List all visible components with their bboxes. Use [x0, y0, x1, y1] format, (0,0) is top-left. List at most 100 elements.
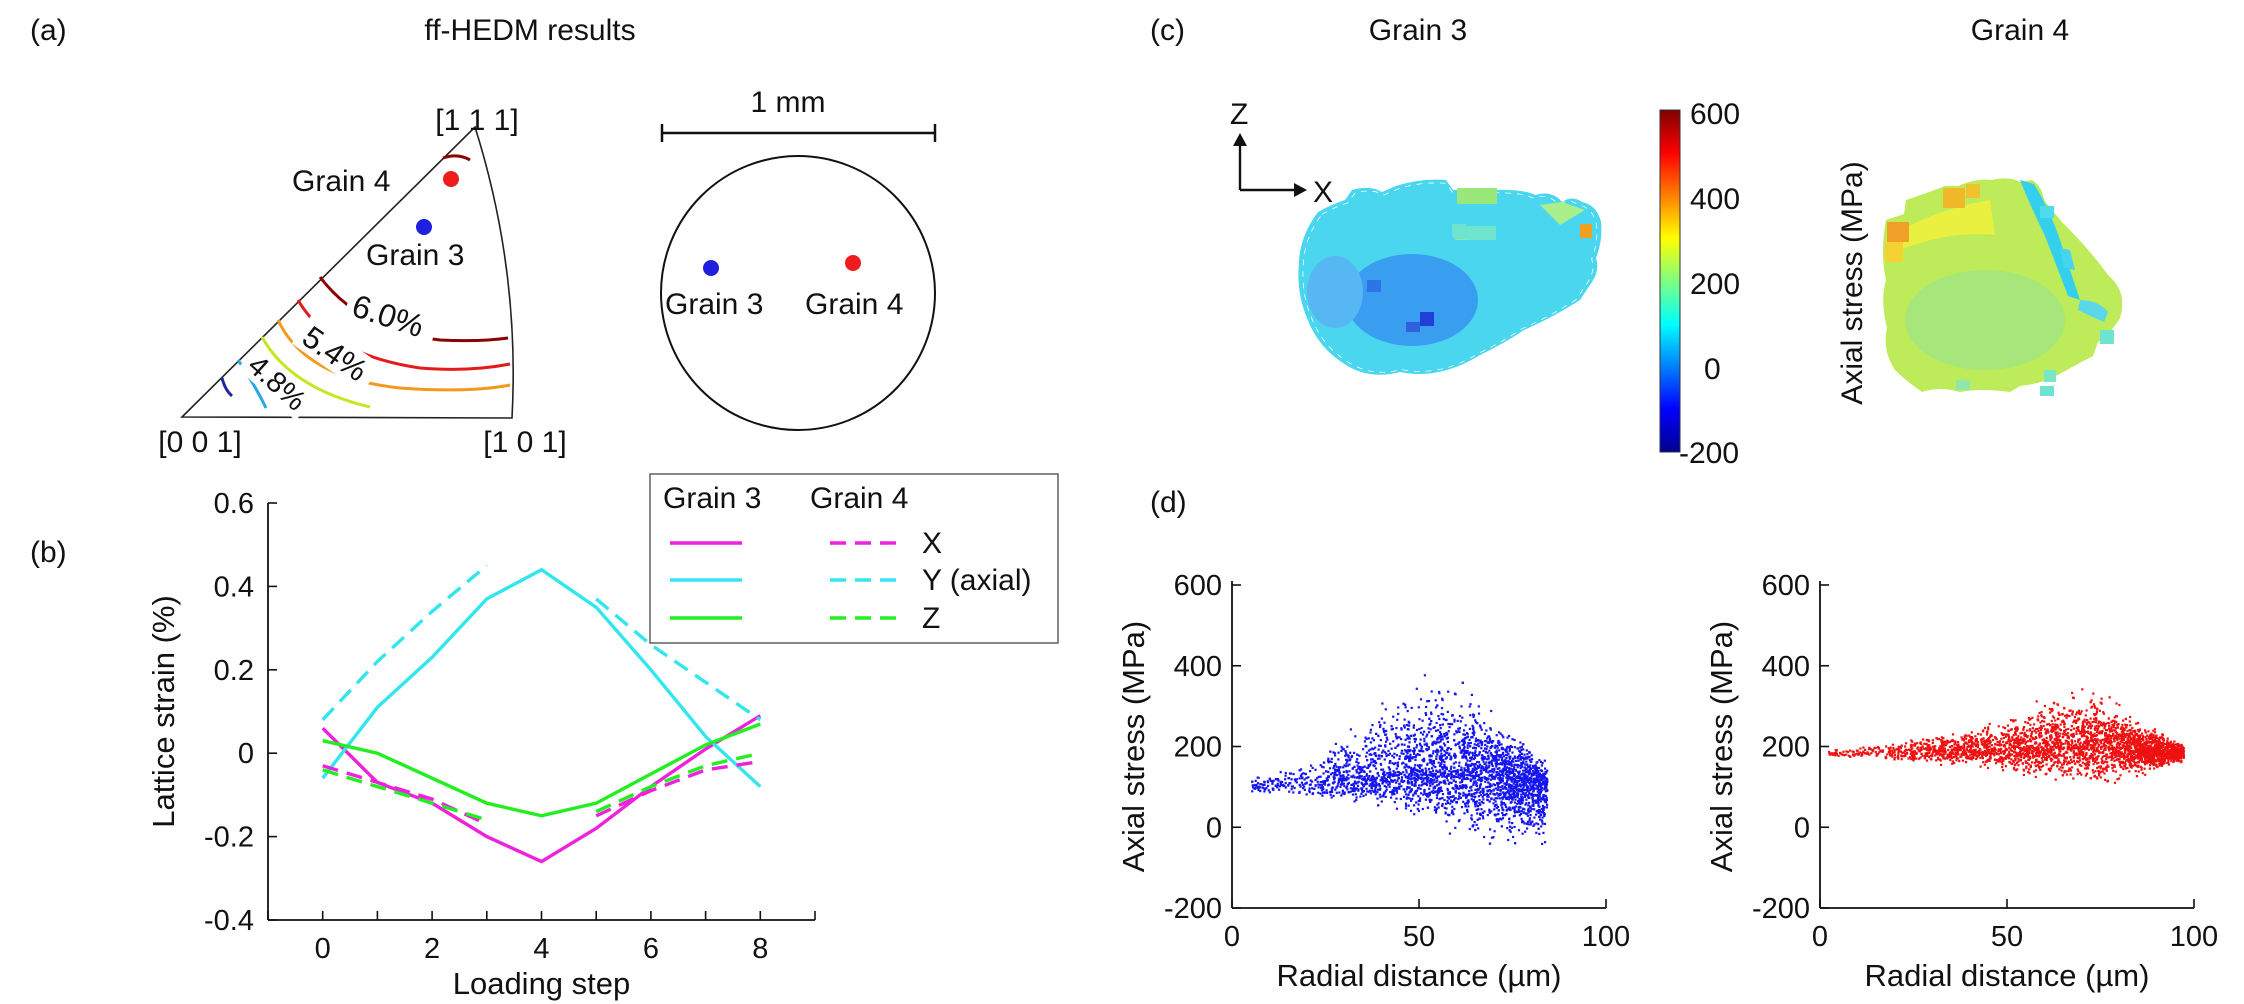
- grain-3-map-title: Grain 3: [1369, 14, 1467, 47]
- scatter-point: [1395, 807, 1399, 810]
- scatter-point: [1438, 734, 1441, 738]
- scatter-point: [2172, 742, 2175, 745]
- scatter-point: [2148, 741, 2151, 744]
- scatter-point: [1507, 771, 1510, 774]
- scatter-point: [1343, 777, 1346, 780]
- scatter-point: [2090, 699, 2093, 702]
- scatter-point: [1383, 776, 1386, 779]
- scatter-point: [1385, 729, 1388, 732]
- scatter-point: [1488, 842, 1492, 845]
- scatter-point: [1444, 812, 1447, 815]
- scatter-point: [1424, 767, 1427, 770]
- scatter-point: [2155, 740, 2158, 743]
- scatter-point: [2037, 715, 2040, 718]
- scatter-point: [2070, 739, 2073, 742]
- scatter-point: [1408, 759, 1411, 763]
- scatter-point: [1418, 749, 1421, 752]
- scatter-point: [2062, 754, 2066, 757]
- scatter-point: [2100, 731, 2103, 734]
- scatter-point: [1470, 772, 1473, 775]
- scatter-point: [1519, 778, 1522, 781]
- scatter-point: [1353, 800, 1356, 803]
- scatter-point: [1487, 755, 1490, 758]
- scatter-point: [1500, 818, 1503, 821]
- scatter-point: [1402, 771, 1405, 774]
- scatter-point: [1430, 798, 1433, 802]
- scatter-point: [2142, 738, 2145, 741]
- scatter-point: [1430, 711, 1433, 714]
- scatter-point: [1368, 789, 1371, 792]
- scatter-point: [1372, 782, 1375, 785]
- scatter-point: [2013, 754, 2016, 757]
- scatter-point: [1509, 761, 1512, 764]
- scatter-point: [1337, 751, 1340, 754]
- ipf-corner-001: [0 0 1]: [158, 426, 241, 459]
- scatter-point: [1513, 814, 1516, 817]
- scatter-point: [1944, 752, 1947, 755]
- scatter-point: [1379, 724, 1382, 727]
- scatter-point: [1278, 788, 1281, 791]
- scatter-point: [1904, 745, 1907, 748]
- scatter-point: [1546, 780, 1549, 783]
- scatter-point: [1405, 771, 1408, 774]
- scatter-point: [1485, 786, 1488, 789]
- scatter-point: [1533, 808, 1536, 811]
- scatter-point: [1457, 742, 1460, 745]
- scatter-point: [1476, 754, 1479, 757]
- scatter-point: [1305, 793, 1308, 796]
- scatter-point: [1456, 769, 1459, 772]
- scatter-point: [1414, 764, 1417, 767]
- scatter-point: [1262, 787, 1265, 790]
- scatter-point: [1517, 785, 1520, 788]
- scatter-point: [1543, 786, 1546, 789]
- scatter-point: [1367, 737, 1370, 740]
- scatter-point: [2138, 749, 2141, 752]
- scatter-point: [1327, 759, 1330, 763]
- scatter-point: [2014, 769, 2018, 772]
- scatter-point: [2058, 768, 2061, 771]
- scatter-point: [1376, 797, 1379, 800]
- scatter-point: [1336, 785, 1339, 788]
- scatter-point: [1451, 775, 1454, 778]
- series-line-3: [322, 722, 761, 818]
- scatter-point: [1493, 830, 1496, 833]
- scatter-point: [1266, 781, 1270, 784]
- scatter-point: [1512, 775, 1515, 778]
- scatter-point: [1864, 748, 1867, 751]
- scatter-point: [1833, 752, 1836, 755]
- scatter-point: [1526, 756, 1529, 759]
- scatter-point: [1470, 793, 1473, 796]
- scatter-point: [2160, 751, 2164, 754]
- scatter-point: [1526, 771, 1529, 774]
- scatter-point: [2106, 779, 2110, 782]
- scatter-point: [1488, 764, 1491, 767]
- scatter-point: [1519, 788, 1522, 791]
- scatter-point: [1500, 781, 1503, 784]
- scatter-point: [2064, 742, 2067, 745]
- scatter-point: [1488, 811, 1491, 814]
- scatter-point: [1414, 784, 1417, 787]
- y-tick-label: 400: [1174, 651, 1222, 683]
- scatter-point: [1378, 784, 1381, 787]
- scatter-point: [2180, 761, 2183, 764]
- scatter-point: [1441, 803, 1444, 806]
- scatter-point: [2072, 732, 2075, 735]
- scatter-point: [1309, 779, 1312, 782]
- scatter-point: [1263, 790, 1266, 793]
- scatter-point: [1436, 736, 1439, 740]
- scatter-point: [2030, 732, 2033, 735]
- scatter-point: [1410, 799, 1413, 802]
- scatter-point: [2095, 713, 2098, 716]
- scatter-point: [2025, 745, 2028, 748]
- scatter-point: [1257, 782, 1260, 785]
- scatter-point: [1443, 735, 1446, 738]
- scatter-point: [1393, 793, 1396, 796]
- scatter-point: [1302, 787, 1305, 790]
- scatter-point: [1334, 742, 1337, 745]
- scatter-point: [1436, 784, 1439, 787]
- scatter-point: [1470, 818, 1474, 821]
- scatter-point: [1525, 794, 1528, 797]
- x-tick-label: 6: [643, 933, 659, 965]
- scatter-point: [1454, 770, 1457, 773]
- scatter-point: [1374, 767, 1378, 770]
